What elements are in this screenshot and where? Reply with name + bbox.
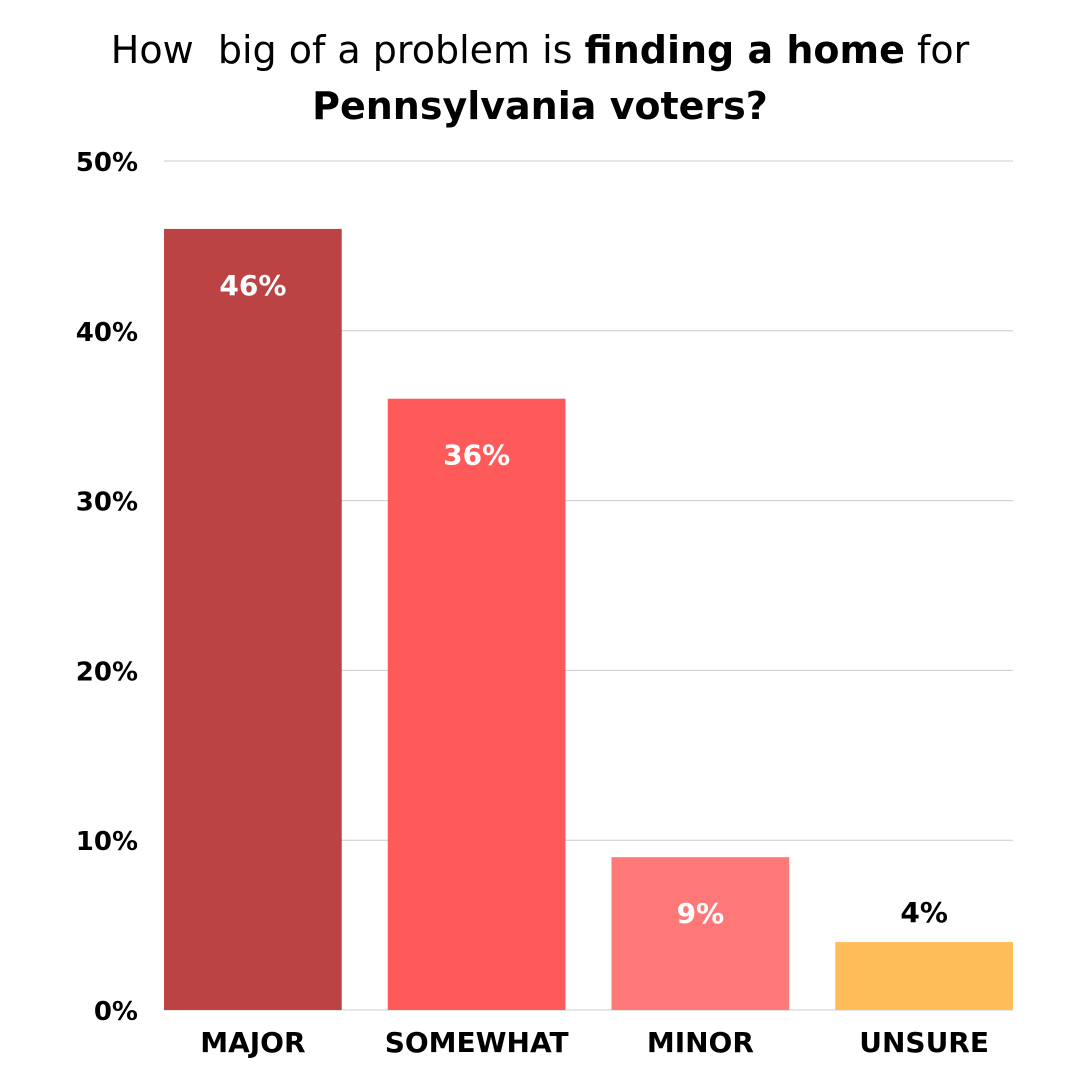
data-label: 36% <box>443 439 510 472</box>
x-tick-label: UNSURE <box>859 1026 989 1059</box>
data-label: 46% <box>219 269 286 302</box>
bar-somewhat <box>387 398 566 1011</box>
y-tick-label: 40% <box>76 318 138 348</box>
y-tick-label: 50% <box>76 148 138 178</box>
bar-minor <box>611 857 790 1010</box>
y-tick-label: 10% <box>76 827 138 857</box>
title-line1-regular-b: for <box>904 28 970 72</box>
data-label: 4% <box>900 896 948 929</box>
title-line1-regular-a: How big of a problem is <box>110 28 585 72</box>
bar-major <box>164 228 342 1011</box>
y-tick-label: 20% <box>76 657 138 687</box>
title-line2-bold: Pennsylvania voters? <box>312 84 768 128</box>
chart-title: How big of a problem is finding a home f… <box>0 22 1080 134</box>
y-tick-label: 30% <box>76 488 138 518</box>
title-line1-bold: finding a home <box>584 28 905 72</box>
x-tick-label: MINOR <box>647 1026 754 1059</box>
data-label: 9% <box>677 897 725 930</box>
x-tick-label: MAJOR <box>200 1026 305 1059</box>
bar-unsure <box>835 942 1013 1010</box>
x-tick-label: SOMEWHAT <box>385 1026 569 1059</box>
y-tick-label: 0% <box>94 997 138 1027</box>
